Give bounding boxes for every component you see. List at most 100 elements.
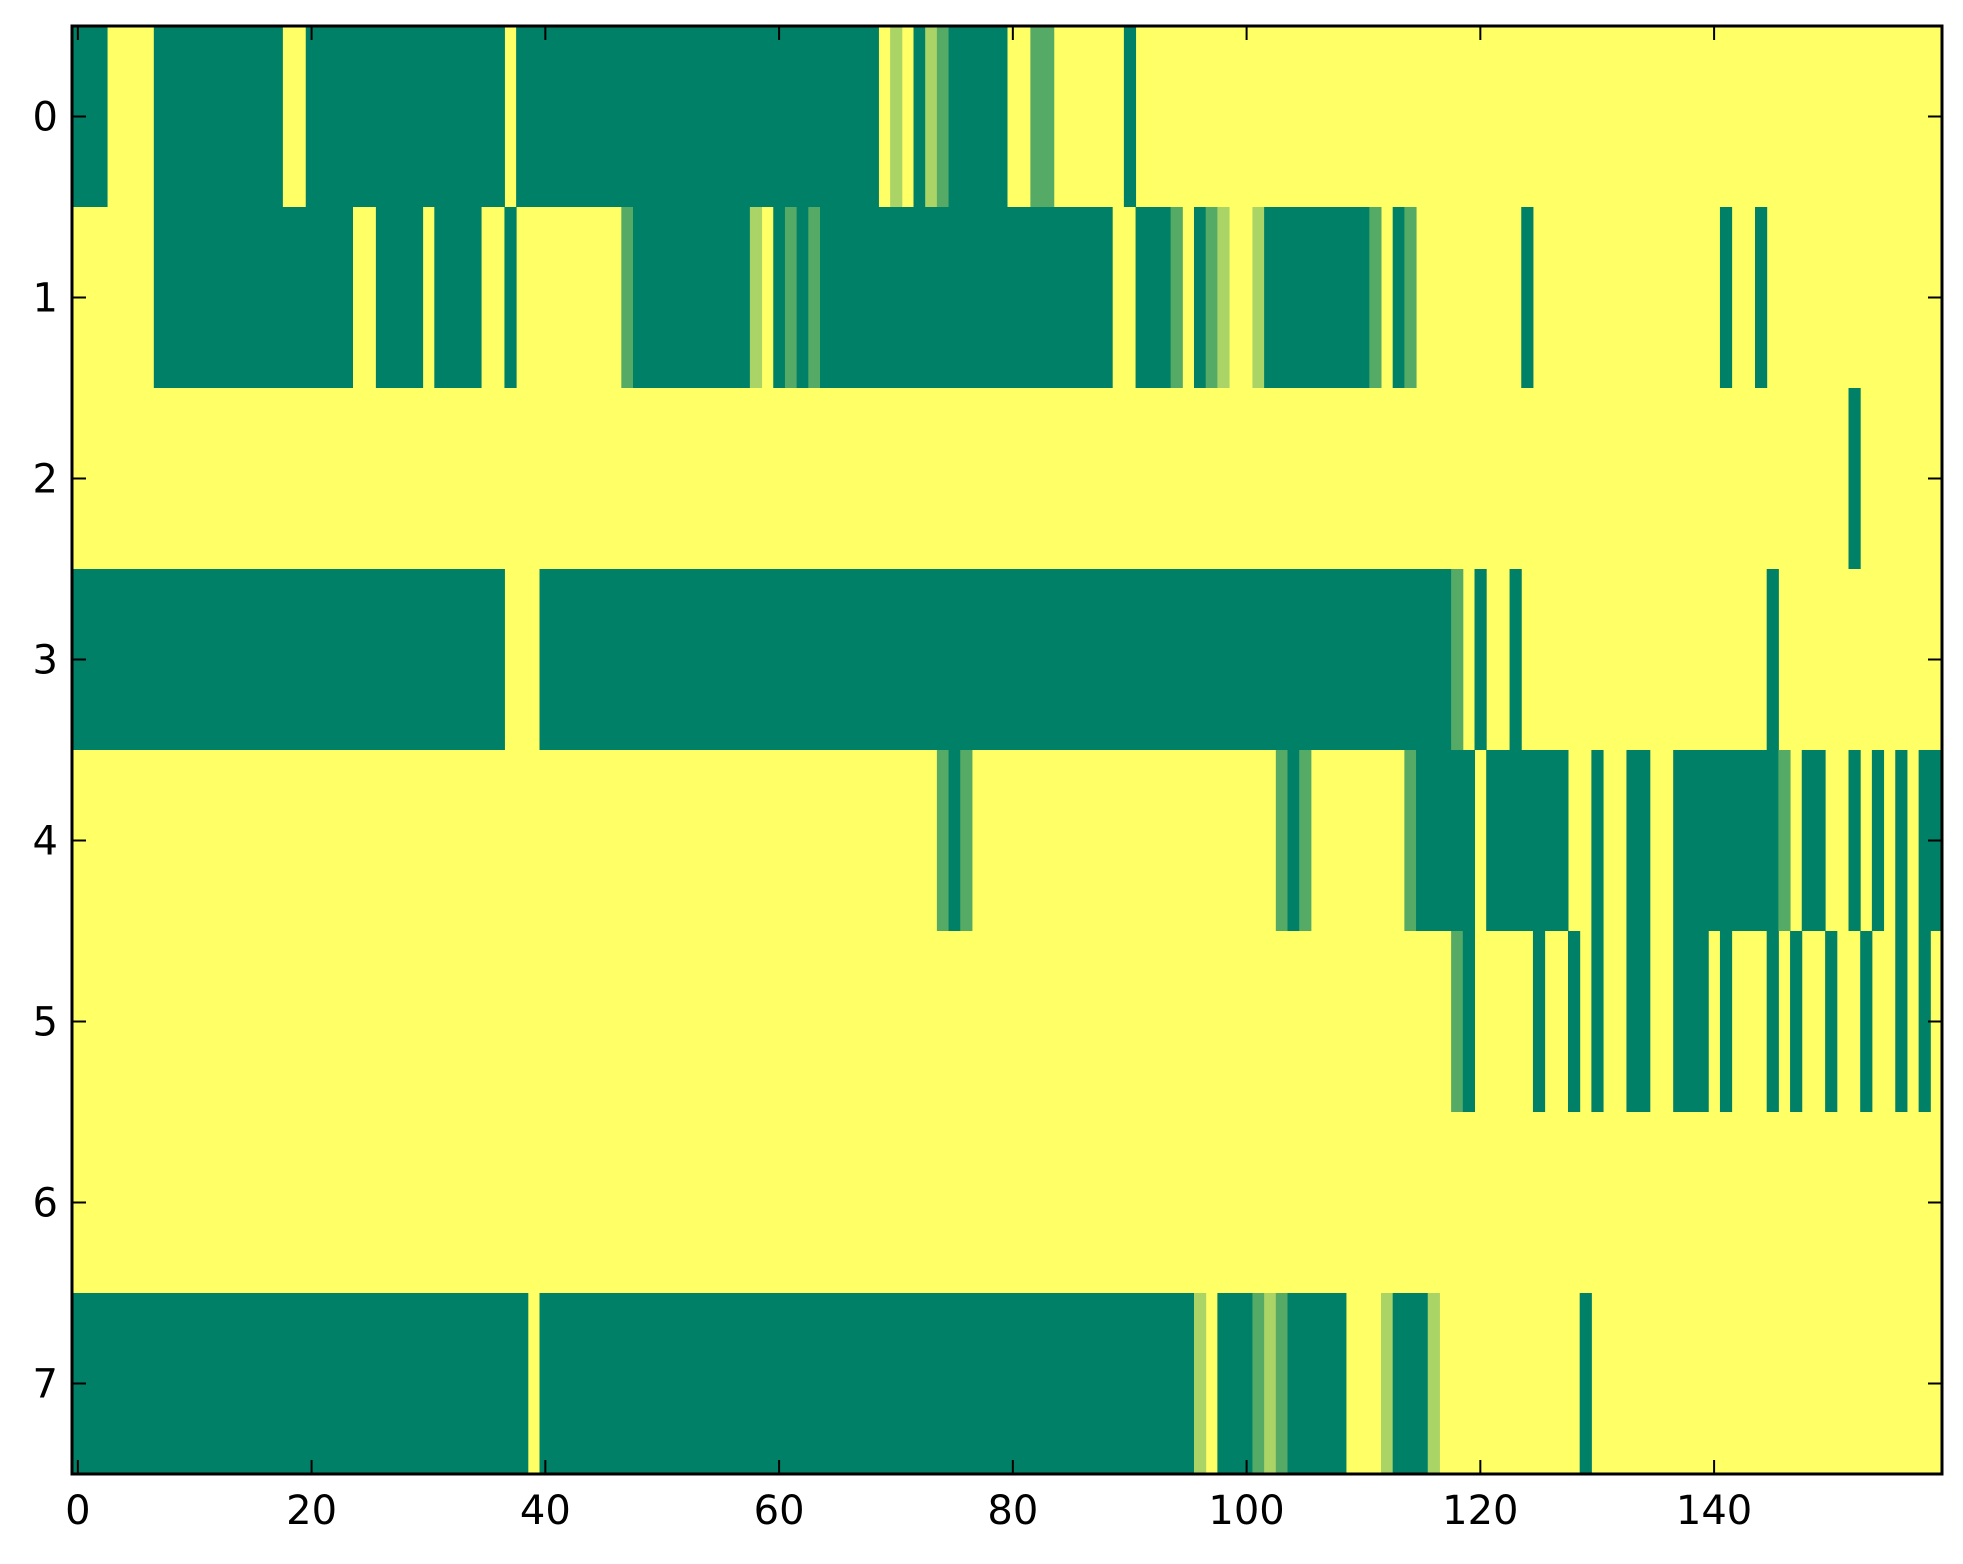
- heatmap-cell-row-1-8: [784, 207, 798, 388]
- heatmap-cell-row-4-5: [1299, 750, 1312, 931]
- heatmap-cell-row-1-7: [773, 207, 786, 388]
- heatmap-cell-row-4-15: [1871, 750, 1885, 931]
- heatmap-cell-row-3-1: [539, 569, 1452, 750]
- heatmap-cell-row-1-12: [1135, 207, 1172, 388]
- heatmap-cell-row-0-8: [913, 26, 926, 207]
- heatmap-cell-row-4-8: [1486, 750, 1569, 931]
- y-tick-label-6: 6: [33, 1181, 58, 1227]
- heatmap-cell-row-0-9: [925, 26, 938, 207]
- heatmap-cell-row-0-12: [1030, 26, 1043, 207]
- heatmap-cell-row-0-3: [200, 26, 283, 207]
- heatmap-cell-row-7-6: [1275, 1293, 1288, 1474]
- heatmap-cell-row-4-4: [1287, 750, 1300, 931]
- heatmap-cell-row-4-16: [1895, 750, 1908, 931]
- heatmap-cell-row-7-10: [1427, 1293, 1440, 1474]
- y-tick-label-0: 0: [33, 95, 58, 141]
- heatmap-cell-row-5-5: [1626, 931, 1651, 1112]
- heatmap-cell-row-7-4: [1252, 1293, 1265, 1474]
- heatmap-cell-row-7-1: [539, 1293, 1195, 1474]
- heatmap-cell-row-3-5: [1766, 569, 1779, 750]
- heatmap-cell-row-1-4: [621, 207, 634, 388]
- heatmap-cell-row-1-10: [808, 207, 821, 388]
- y-tick-label-5: 5: [33, 1000, 58, 1046]
- heatmap-cell-row-4-10: [1626, 750, 1651, 931]
- heatmap-cell-row-5-0: [1451, 931, 1464, 1112]
- heatmap-cell-row-1-22: [1521, 207, 1534, 388]
- heatmap-cell-row-4-0: [936, 750, 950, 931]
- x-tick-label-0: 0: [65, 1488, 90, 1534]
- heatmap-cell-row-4-9: [1591, 750, 1604, 931]
- heatmap-cell-row-0-1: [153, 26, 190, 207]
- axis-ticks: [72, 26, 1942, 1474]
- heatmap-cell-row-1-21: [1404, 207, 1417, 388]
- heatmap-cell-row-5-11: [1860, 931, 1873, 1112]
- heatmap-cell-row-1-17: [1252, 207, 1265, 388]
- heatmap-cell-row-4-6: [1404, 750, 1417, 931]
- y-tick-label-3: 3: [33, 638, 58, 684]
- heatmap-cell-row-5-1: [1462, 931, 1475, 1112]
- y-tick-label-2: 2: [33, 457, 58, 503]
- heatmap-cell-row-4-11: [1673, 750, 1779, 931]
- heatmap-cell-row-1-20: [1392, 207, 1405, 388]
- heatmap-cell-row-5-6: [1673, 931, 1709, 1112]
- heatmap-cell-row-5-7: [1719, 931, 1733, 1112]
- y-tick-label-4: 4: [33, 819, 58, 865]
- heatmap-cell-row-1-6: [749, 207, 763, 388]
- heatmap-cell-row-4-12: [1778, 750, 1791, 931]
- heatmap-cell-row-1-11: [820, 207, 1113, 388]
- heatmap-cell-row-1-13: [1170, 207, 1183, 388]
- heatmap-cell-row-0-10: [936, 26, 950, 207]
- heatmap-cell-row-4-14: [1848, 750, 1861, 931]
- heatmap-cell-row-3-2: [1451, 569, 1464, 750]
- x-tick-label-60: 60: [754, 1488, 805, 1534]
- heatmap-cell-row-0-2: [188, 26, 202, 207]
- plot-frame: [70, 24, 1944, 1476]
- heatmap-cell-row-2-0: [1848, 388, 1861, 569]
- heatmap-cell-row-4-7: [1416, 750, 1475, 931]
- heatmap-cell-row-1-18: [1264, 207, 1370, 388]
- heatmap-row-4-background: [72, 750, 1942, 931]
- heatmap-cell-row-0-13: [1042, 26, 1055, 207]
- heatmap-cell-row-1-3: [504, 207, 517, 388]
- x-tick-label-80: 80: [987, 1488, 1038, 1534]
- heatmap-cell-row-5-8: [1766, 931, 1779, 1112]
- heatmap-row-5-background: [72, 931, 1942, 1112]
- heatmap-cell-row-0-14: [1123, 26, 1137, 207]
- x-tick-label-20: 20: [286, 1488, 337, 1534]
- heatmap-cell-row-5-12: [1895, 931, 1908, 1112]
- heatmap-cell-row-0-5: [492, 26, 505, 207]
- heatmap-cell-row-5-13: [1918, 931, 1931, 1112]
- heatmap-cell-row-1-5: [633, 207, 751, 388]
- heatmap-cell-row-1-14: [1194, 207, 1207, 388]
- heatmap-cell-row-1-16: [1217, 207, 1230, 388]
- heatmap-cell-row-7-8: [1381, 1293, 1394, 1474]
- heatmap-row-6-background: [72, 1112, 1942, 1293]
- heatmap-cell-row-5-2: [1532, 931, 1546, 1112]
- heatmap-cell-row-1-23: [1719, 207, 1733, 388]
- y-tick-label-7: 7: [33, 1362, 58, 1408]
- heatmap-cell-row-7-0: [72, 1293, 529, 1474]
- heatmap-cell-row-1-1: [375, 207, 424, 388]
- heatmap-cell-row-5-9: [1790, 931, 1803, 1112]
- heatmap-cell-row-5-4: [1591, 931, 1604, 1112]
- heatmap-cell-row-4-13: [1801, 750, 1826, 931]
- heatmap-cell-row-5-3: [1568, 931, 1581, 1112]
- heatmap-cell-row-0-6: [516, 26, 879, 207]
- y-tick-label-1: 1: [33, 276, 58, 322]
- heatmap-cell-row-1-0: [153, 207, 353, 388]
- heatmap-cell-row-4-1: [948, 750, 961, 931]
- heatmap-cell-row-3-3: [1474, 569, 1487, 750]
- heatmap-cell-row-3-4: [1509, 569, 1522, 750]
- heatmap-cell-row-1-2: [434, 207, 482, 388]
- heatmap-cell-row-7-3: [1217, 1293, 1253, 1474]
- heatmap-cell-row-0-11: [948, 26, 1008, 207]
- x-tick-label-140: 140: [1676, 1488, 1752, 1534]
- x-tick-label-40: 40: [520, 1488, 571, 1534]
- heatmap-cell-row-1-15: [1205, 207, 1218, 388]
- heatmap-cell-row-5-10: [1825, 931, 1838, 1112]
- heatmap-cell-row-0-4: [305, 26, 494, 207]
- x-tick-label-120: 120: [1442, 1488, 1518, 1534]
- heatmap-cell-row-1-24: [1755, 207, 1768, 388]
- heatmap-cell-row-7-11: [1579, 1293, 1592, 1474]
